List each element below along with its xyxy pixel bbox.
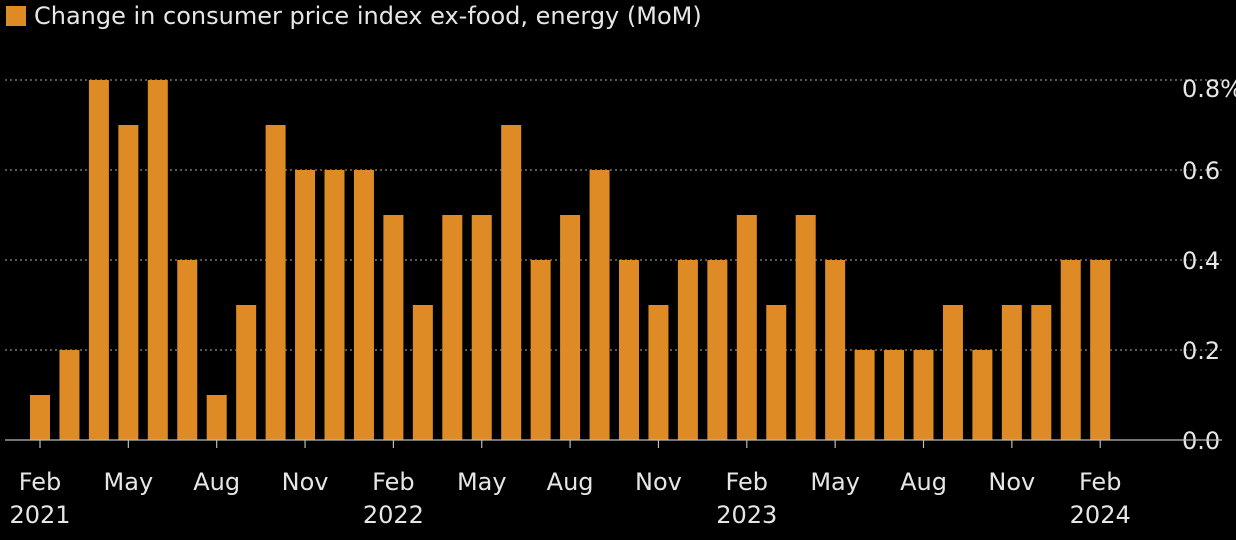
x-tick-label: May (810, 468, 860, 496)
x-tick-label: Nov (282, 468, 329, 496)
bar (501, 125, 522, 440)
x-tick-label: May (457, 468, 507, 496)
y-tick-label: 0.2 (1182, 337, 1220, 365)
bar (1031, 305, 1052, 440)
bar (913, 350, 934, 440)
bar (619, 260, 639, 440)
bar (795, 215, 816, 440)
bar (1001, 305, 1022, 440)
x-tick-label: Aug (547, 468, 594, 496)
y-tick-label: 0.6 (1182, 157, 1220, 185)
bar (825, 260, 846, 440)
bar (589, 170, 610, 440)
bar (147, 80, 168, 440)
bar (177, 260, 198, 440)
x-tick-label: Aug (193, 468, 240, 496)
bar (648, 305, 669, 440)
bar (707, 260, 728, 440)
bar (118, 125, 139, 440)
bar (766, 305, 787, 440)
bar (884, 350, 905, 440)
bar (560, 215, 581, 440)
bar (677, 260, 698, 440)
x-tick-label: Feb 2021 (9, 468, 70, 529)
legend-swatch (6, 6, 26, 26)
bar (324, 170, 345, 440)
bar (236, 305, 257, 440)
bar (471, 215, 492, 440)
bar (1090, 260, 1111, 440)
bar (736, 215, 757, 440)
bar (265, 125, 286, 440)
x-tick-label: May (104, 468, 154, 496)
bar (854, 350, 875, 440)
bar (353, 170, 374, 440)
bar (30, 395, 50, 440)
bar (383, 215, 404, 440)
bar (206, 395, 227, 440)
bar (942, 305, 963, 440)
x-tick-label: Aug (900, 468, 947, 496)
x-tick-label: Feb 2023 (716, 468, 777, 529)
bar (88, 80, 109, 440)
legend-label: Change in consumer price index ex-food, … (34, 2, 702, 30)
bar (972, 350, 993, 440)
x-tick-label: Nov (988, 468, 1035, 496)
y-tick-label: 0.8% (1182, 75, 1236, 103)
x-tick-label: Feb 2024 (1070, 468, 1131, 529)
y-tick-label: 0.0 (1182, 427, 1220, 455)
x-tick-label: Feb 2022 (363, 468, 424, 529)
bar (530, 260, 551, 440)
bar (295, 170, 316, 440)
x-tick-label: Nov (635, 468, 682, 496)
bar (59, 350, 80, 440)
bar (442, 215, 463, 440)
bar (1060, 260, 1081, 440)
y-tick-label: 0.4 (1182, 247, 1220, 275)
bar (412, 305, 433, 440)
